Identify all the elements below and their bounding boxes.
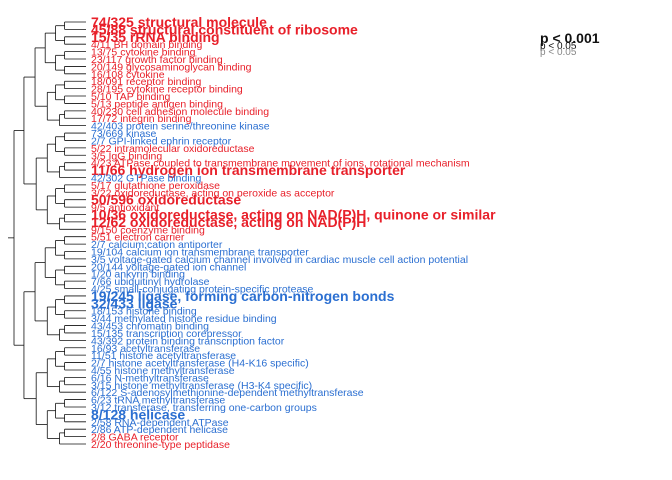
term-label: 4/25 small-conjugating protein-specific … <box>91 284 314 296</box>
legend-entry: p < 0.05 <box>540 47 577 58</box>
term-label: 45/88 structural constituent of ribosome <box>91 21 358 37</box>
term-label: 6/16 N-methyltransferase <box>91 372 209 384</box>
term-label: 3/22 oxidoreductase, acting on peroxide … <box>91 187 335 199</box>
term-label: 5/10 TAP binding <box>91 91 171 103</box>
term-label: 1/20 ankyrin binding <box>91 269 185 281</box>
term-label: 3/5 voltage-gated calcium channel involv… <box>91 254 468 266</box>
term-label: 12/62 oxidoreductase, acting on NAD(P)H <box>91 214 366 230</box>
term-label: 43/392 protein binding transcription fac… <box>91 335 285 347</box>
term-label: 5/17 glutathione peroxidase <box>91 180 220 192</box>
term-label: 19/104 calcium ion transmembrane transpo… <box>91 247 309 259</box>
term-label: 9/5 antioxidant <box>91 202 159 214</box>
term-label: 2/20 threonine-type peptidase <box>91 439 230 451</box>
dendrogram-tree <box>8 21 86 445</box>
term-label: 6/122 S-adenosylmethionine-dependent met… <box>91 387 364 399</box>
term-label: 5/51 electron carrier <box>91 232 185 244</box>
legend-entry: p < 0.001 <box>540 30 600 46</box>
term-label: 4/55 histone methyltransferase <box>91 365 235 377</box>
term-label: 73/669 kinase <box>91 128 157 140</box>
term-label: 7/66 ubiquitinyl hydrolase <box>91 276 210 288</box>
term-label: 5/13 peptide antigen binding <box>91 98 223 110</box>
term-label: 43/453 chromatin binding <box>91 321 209 333</box>
term-label: 4/23 ATPase coupled to transmembrane mov… <box>91 158 470 170</box>
term-label: 42/302 GTPase binding <box>91 172 201 184</box>
term-label: 13/75 cytokine binding <box>91 47 196 59</box>
term-label: 3/12 transferase, transferring one-carbo… <box>91 402 317 414</box>
term-label: 16/108 cytokine <box>91 69 165 81</box>
term-label: 2/8 GABA receptor <box>91 432 179 444</box>
term-label: 2/7 calcium:cation antiporter <box>91 239 223 251</box>
term-label: 18/153 histone binding <box>91 306 197 318</box>
term-label: 23/117 growth factor binding <box>91 54 223 66</box>
term-label: 17/72 integrin binding <box>91 113 192 125</box>
term-label: 15/35 rRNA binding <box>91 29 220 45</box>
term-label: 32/433 ligase <box>91 295 178 311</box>
term-label: 8/128 helicase <box>91 406 185 422</box>
term-label: 3/15 histone methyltransferase (H3-K4 sp… <box>91 380 312 392</box>
term-label: 42/403 protein serine/threonine kinase <box>91 121 270 133</box>
term-label: 2/58 RNA-dependent ATPase <box>91 417 229 429</box>
term-label: 40/230 cell adhesion molecule binding <box>91 106 269 118</box>
term-label: 15/135 transcription corepressor <box>91 328 242 340</box>
term-label: 10/36 oxidoreductase, acting on NAD(P)H,… <box>91 206 496 222</box>
term-label: 3/5 IgG binding <box>91 150 162 162</box>
term-label: 19/245 ligase, forming carbon-nitrogen b… <box>91 288 395 304</box>
term-label: 20/144 voltage-gated ion channel <box>91 261 246 273</box>
term-label: 3/44 methylated histone residue binding <box>91 313 277 325</box>
term-label: 28/195 cytokine receptor binding <box>91 84 243 96</box>
term-label: 6/23 tRNA methyltransferase <box>91 395 225 407</box>
term-label: 2/7 histone acetyltransferase (H4-K16 sp… <box>91 358 309 370</box>
term-label: 4/11 BH domain binding <box>91 39 202 51</box>
term-label: 50/596 oxidoreductase <box>91 192 241 208</box>
term-label: 16/93 acetyltransferase <box>91 343 200 355</box>
term-label: 2/7 GPI-linked ephrin receptor <box>91 135 232 147</box>
term-label: 9/150 coenzyme binding <box>91 224 205 236</box>
term-label: 20/149 glycosaminoglycan binding <box>91 61 252 73</box>
term-label: 2/86 ATP-dependent helicase <box>91 424 228 436</box>
term-label: 74/325 structural molecule <box>91 14 267 30</box>
term-label: 11/51 histone acetyltransferase <box>91 350 236 362</box>
term-label: 11/66 hydrogen ion transmembrane transpo… <box>91 162 406 178</box>
legend-entry: p < 0.05 <box>540 41 577 52</box>
term-label: 5/22 intramolecular oxidoreductase <box>91 143 255 155</box>
term-label: 18/091 receptor binding <box>91 76 201 88</box>
